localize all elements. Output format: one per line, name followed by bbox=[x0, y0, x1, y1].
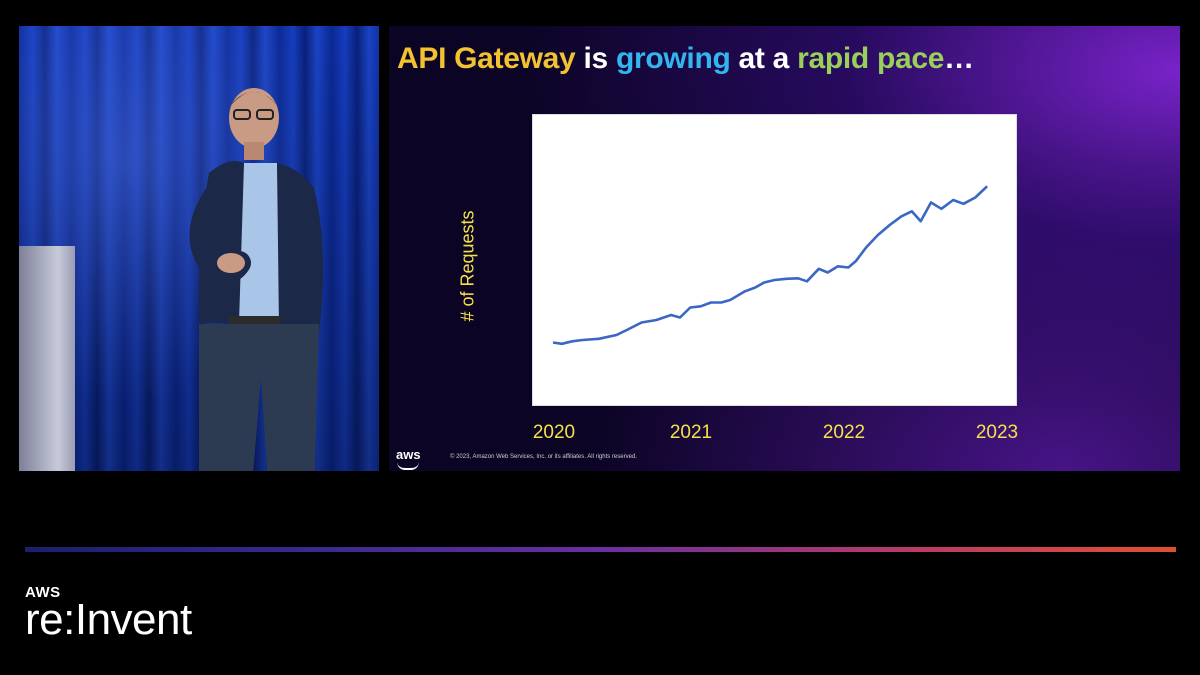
podium bbox=[19, 246, 75, 471]
chart-y-axis-label: # of Requests bbox=[457, 210, 478, 322]
x-tick-label: 2020 bbox=[532, 422, 576, 443]
speaker-video bbox=[19, 26, 379, 471]
title-is: is bbox=[575, 42, 616, 75]
series-line-0 bbox=[552, 185, 988, 346]
logo-aws-text: AWS bbox=[25, 584, 61, 601]
x-tick-label: 2022 bbox=[822, 422, 866, 443]
title-rapid-pace: rapid pace bbox=[797, 42, 945, 75]
reinvent-logo: AWS re:Invent bbox=[25, 584, 192, 644]
aws-logo: aws bbox=[396, 447, 421, 470]
line-chart bbox=[532, 114, 1017, 406]
accent-gradient-bar bbox=[25, 547, 1176, 552]
speaker-figure bbox=[189, 88, 323, 471]
aws-logo-text: aws bbox=[396, 447, 421, 462]
chart-plot bbox=[552, 185, 988, 346]
presentation-slide: API Gateway is growing at a rapid pace… … bbox=[389, 26, 1180, 471]
aws-smile-icon bbox=[397, 462, 419, 470]
slide-title: API Gateway is growing at a rapid pace… bbox=[397, 42, 974, 76]
logo-reinvent-text: re:Invent bbox=[25, 595, 192, 644]
title-at-a: at a bbox=[730, 42, 798, 75]
title-ellipsis: … bbox=[944, 42, 974, 75]
x-tick-label: 2023 bbox=[975, 422, 1019, 443]
x-tick-label: 2021 bbox=[669, 422, 713, 443]
title-growing: growing bbox=[615, 42, 731, 75]
copyright-notice: © 2023, Amazon Web Services, Inc. or its… bbox=[450, 454, 637, 460]
title-api-gateway: API Gateway bbox=[397, 42, 576, 75]
